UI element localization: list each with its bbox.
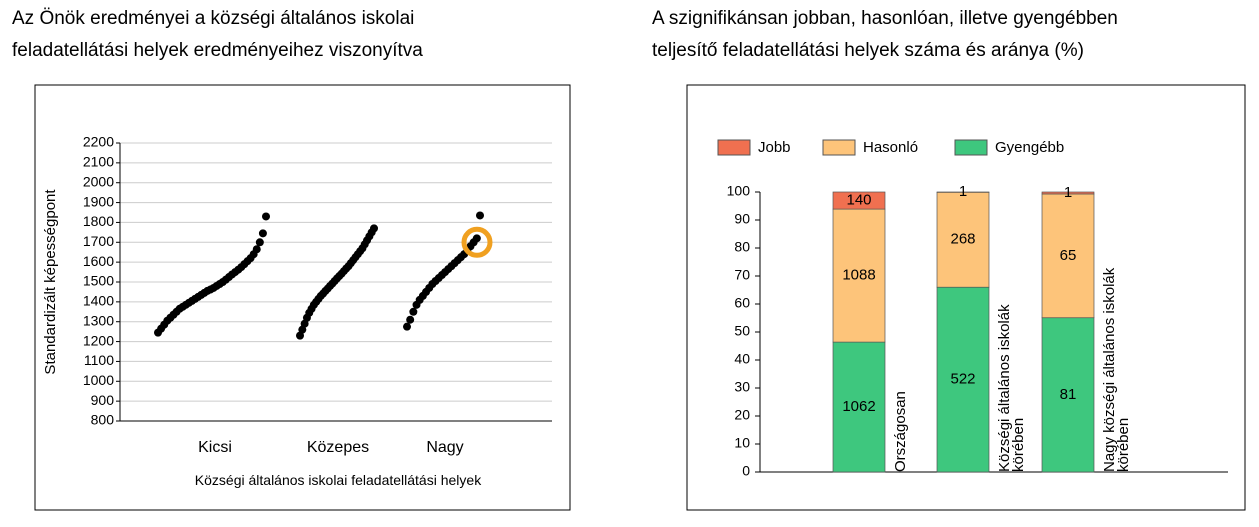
dot [262, 212, 270, 220]
y-tick-label: 1300 [83, 312, 114, 328]
data-label: 65 [1060, 247, 1077, 264]
y-tick-label: 900 [91, 392, 115, 408]
data-label: 140 [846, 192, 871, 209]
dot [370, 224, 378, 232]
y-tick-label: 80 [734, 239, 750, 255]
dot [409, 308, 417, 316]
dot [473, 234, 481, 242]
y-tick-label: 1500 [83, 273, 114, 289]
y-tick-label: 0 [742, 463, 750, 479]
chart-title: Az Önök eredményei a községi általános i… [12, 8, 414, 29]
x-tick-label: Közepes [307, 439, 369, 456]
left-frame [35, 85, 570, 510]
dot [403, 323, 411, 331]
y-tick-label: 10 [734, 435, 750, 451]
data-label: 1062 [842, 398, 875, 415]
y-tick-label: 800 [91, 412, 115, 428]
y-tick-label: 20 [734, 407, 750, 423]
category-label: körében [1010, 418, 1027, 472]
data-label: 1088 [842, 267, 875, 284]
y-tick-label: 1400 [83, 293, 114, 309]
dot [256, 238, 264, 246]
dot [253, 245, 261, 253]
y-tick-label: 1900 [83, 193, 114, 209]
y-tick-label: 1700 [83, 233, 114, 249]
legend-swatch [955, 140, 987, 155]
y-tick-label: 50 [734, 323, 750, 339]
legend-label: Gyengébb [995, 139, 1064, 156]
y-tick-label: 70 [734, 267, 750, 283]
x-axis-label: Községi általános iskolai feladatellátás… [195, 472, 482, 488]
y-tick-label: 2000 [83, 173, 114, 189]
x-tick-label: Nagy [426, 439, 463, 456]
chart-title: A szignifikánsan jobban, hasonlóan, ille… [652, 8, 1118, 29]
data-label: 1 [959, 183, 967, 200]
legend-swatch [823, 140, 855, 155]
dot [406, 316, 414, 324]
y-tick-label: 1800 [83, 213, 114, 229]
legend-label: Hasonló [863, 139, 918, 156]
y-tick-label: 1100 [84, 352, 114, 368]
dot [259, 229, 267, 237]
y-tick-label: 1200 [83, 332, 114, 348]
data-label: 268 [950, 231, 975, 248]
y-tick-label: 40 [734, 351, 750, 367]
y-tick-label: 1000 [83, 372, 114, 388]
y-tick-label: 30 [734, 379, 750, 395]
x-tick-label: Kicsi [198, 439, 232, 456]
y-tick-label: 90 [734, 211, 750, 227]
y-tick-label: 2200 [83, 134, 114, 150]
y-tick-label: 60 [734, 295, 750, 311]
category-label: körében [1115, 418, 1132, 472]
legend-swatch [718, 140, 750, 155]
category-label: Országosan [892, 391, 909, 472]
chart-title: feladatellátási helyek eredményeihez vis… [12, 40, 423, 61]
data-label: 522 [950, 371, 975, 388]
data-label: 1 [1064, 184, 1072, 201]
dot [476, 211, 484, 219]
legend-label: Jobb [758, 139, 791, 156]
y-axis-label: Standardizált képességpont [42, 189, 59, 375]
y-tick-label: 1600 [83, 253, 114, 269]
chart-title: teljesítő feladatellátási helyek száma é… [652, 40, 1084, 61]
data-label: 81 [1060, 386, 1077, 403]
y-tick-label: 100 [727, 183, 751, 199]
y-tick-label: 2100 [83, 154, 114, 170]
